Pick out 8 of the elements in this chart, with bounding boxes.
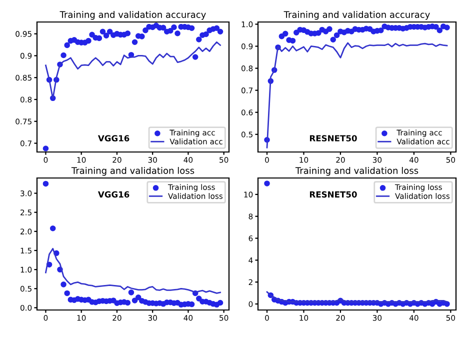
annotation: VGG16 bbox=[98, 135, 130, 142]
chart-title: Training and validation accuracy bbox=[284, 10, 430, 20]
annotation: VGG16 bbox=[98, 191, 130, 198]
annotation: RESNET50 bbox=[310, 135, 357, 142]
chart-title: Training and validation loss bbox=[71, 166, 194, 176]
chart-title: Training and validation accuracy bbox=[60, 10, 206, 20]
chart-title: Training and validation loss bbox=[295, 166, 418, 176]
annotation: RESNET50 bbox=[310, 191, 357, 198]
